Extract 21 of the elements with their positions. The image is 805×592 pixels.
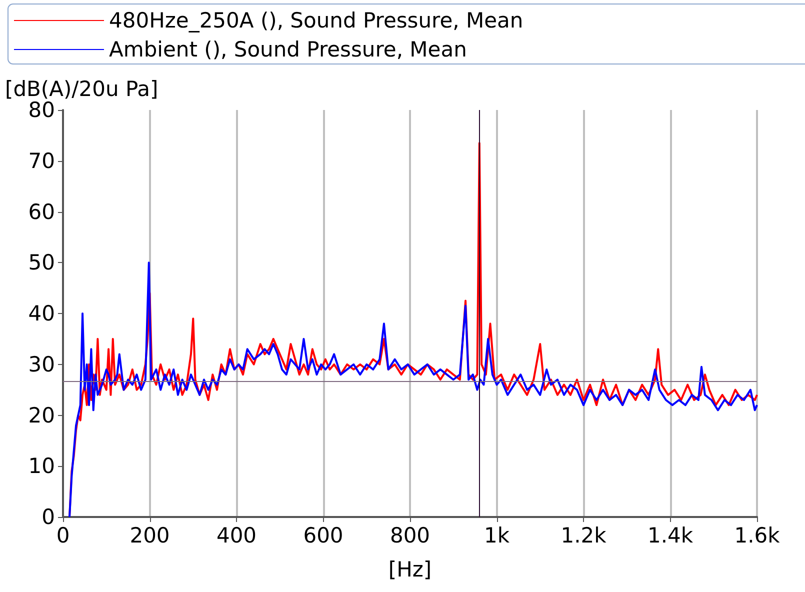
x-axis-title: [Hz]	[388, 558, 432, 582]
x-tick-label: 600	[303, 524, 344, 548]
x-tick-label: 800	[390, 524, 430, 548]
y-tick-label: 30	[28, 352, 55, 376]
x-tick-label: 0	[56, 524, 70, 548]
y-tick-label: 0	[42, 505, 55, 529]
y-tick-label: 70	[28, 148, 55, 173]
y-tick-label: 60	[28, 200, 55, 224]
legend-label: Ambient (), Sound Pressure, Mean	[109, 38, 467, 62]
x-tick-label: 1.4k	[647, 524, 694, 548]
x-tick-label: 1.6k	[734, 524, 781, 548]
x-tick-label: 1k	[484, 524, 510, 548]
y-tick-label: 20	[28, 403, 55, 428]
x-tick-label: 1.2k	[560, 524, 608, 548]
y-tick-label: 40	[28, 302, 55, 326]
x-tick-label: 400	[216, 524, 257, 548]
y-tick-label: 50	[28, 250, 55, 275]
x-tick-label: 200	[130, 524, 170, 548]
legend-label: 480Hze_250A (), Sound Pressure, Mean	[109, 8, 524, 32]
line-series	[68, 262, 758, 518]
y-tick-label: 10	[28, 454, 55, 478]
